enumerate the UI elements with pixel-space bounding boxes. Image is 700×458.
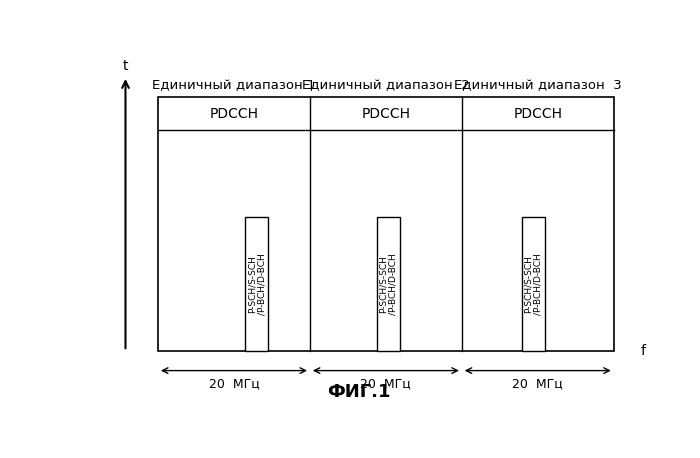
Text: P-SCH/S-SCH
/P-BCH/D-BCH: P-SCH/S-SCH /P-BCH/D-BCH <box>379 253 398 315</box>
Text: PDCCH: PDCCH <box>209 107 258 121</box>
Text: PDCCH: PDCCH <box>361 107 410 121</box>
Text: t: t <box>122 59 128 73</box>
Text: 20  МГц: 20 МГц <box>209 378 260 391</box>
Text: P-SCH/S-SCH
/P-BCH/D-BCH: P-SCH/S-SCH /P-BCH/D-BCH <box>247 253 266 315</box>
Text: f: f <box>641 344 646 358</box>
Text: PDCCH: PDCCH <box>513 107 562 121</box>
Text: Единичный диапазон  2: Единичный диапазон 2 <box>302 79 470 92</box>
Text: Единичный диапазон 1: Единичный диапазон 1 <box>152 79 316 92</box>
Bar <box>377 217 400 351</box>
Text: P-SCH/S-SCH
/P-BCH/D-BCH: P-SCH/S-SCH /P-BCH/D-BCH <box>524 253 542 315</box>
Bar <box>522 217 545 351</box>
Text: 20  МГц: 20 МГц <box>360 378 411 391</box>
Text: Единичный диапазон  3: Единичный диапазон 3 <box>454 79 622 92</box>
Text: 20  МГц: 20 МГц <box>512 378 563 391</box>
Bar <box>158 97 614 351</box>
Bar <box>246 217 268 351</box>
Text: ФИГ.1: ФИГ.1 <box>327 382 391 401</box>
